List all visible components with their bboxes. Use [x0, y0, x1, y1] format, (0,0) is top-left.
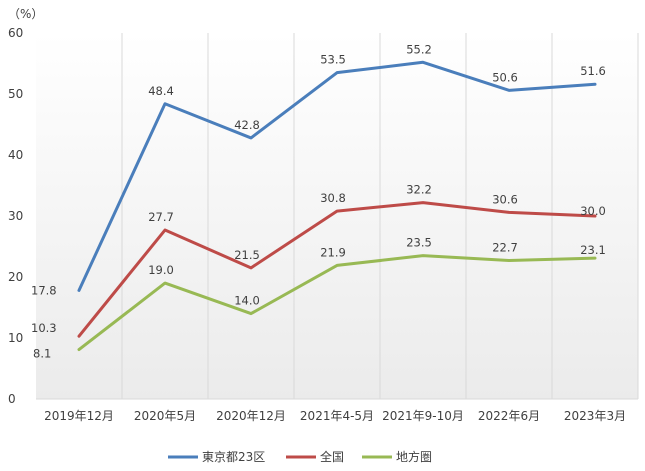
- legend-label-2: 地方圏: [396, 449, 432, 464]
- x-tick-label: 2022年6月: [478, 409, 540, 423]
- data-label: 50.6: [492, 70, 518, 84]
- data-label: 8.1: [33, 347, 51, 361]
- y-tick-label: 40: [8, 148, 23, 162]
- data-label: 10.3: [31, 321, 57, 335]
- x-tick-label: 2020年5月: [134, 409, 196, 423]
- data-label: 17.8: [31, 283, 57, 297]
- data-label: 21.5: [234, 248, 260, 262]
- data-label: 30.0: [580, 204, 606, 218]
- data-label: 23.5: [406, 236, 432, 250]
- x-tick-label: 2023年3月: [564, 409, 626, 423]
- series-line-2: [77, 254, 597, 352]
- data-label: 14.0: [234, 294, 260, 308]
- data-label: 48.4: [148, 84, 174, 98]
- x-tick-label: 2019年12月: [44, 409, 114, 423]
- series-line-1: [77, 201, 597, 338]
- data-label: 55.2: [406, 42, 432, 56]
- data-label: 42.8: [234, 118, 260, 132]
- data-label: 22.7: [492, 241, 518, 255]
- data-label: 30.6: [492, 192, 518, 206]
- y-axis-unit-label: （%）: [8, 7, 43, 21]
- y-tick-label: 10: [8, 331, 23, 345]
- data-label: 30.8: [320, 191, 346, 205]
- data-label: 53.5: [320, 53, 346, 67]
- legend-label-1: 全国: [320, 449, 344, 464]
- y-tick-label: 30: [8, 209, 23, 223]
- data-label: 51.6: [580, 64, 606, 78]
- x-tick-label: 2021年9-10月: [382, 409, 464, 423]
- data-label: 19.0: [148, 263, 174, 277]
- x-tick-label: 2020年12月: [216, 409, 286, 423]
- y-tick-label: 0: [8, 392, 16, 406]
- series-line-0: [77, 60, 597, 292]
- y-tick-label: 20: [8, 270, 23, 284]
- plot-area: [36, 33, 638, 399]
- x-tick-label: 2021年4-5月: [300, 409, 374, 423]
- y-tick-label: 50: [8, 87, 23, 101]
- data-label: 27.7: [148, 210, 174, 224]
- data-label: 21.9: [320, 245, 346, 259]
- data-label: 23.1: [580, 243, 606, 257]
- y-tick-label: 60: [8, 26, 23, 40]
- legend-label-0: 東京都23区: [202, 450, 265, 464]
- data-label: 32.2: [406, 183, 432, 197]
